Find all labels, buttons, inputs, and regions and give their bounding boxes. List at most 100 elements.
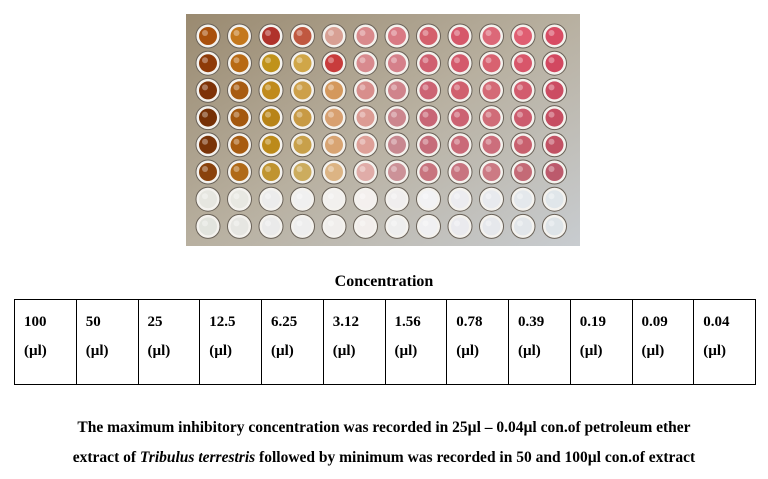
well (451, 27, 469, 45)
well (545, 135, 564, 154)
concentration-unit: (µl) (518, 343, 541, 359)
concentration-cell: 0.04 (µl) (693, 299, 756, 385)
well (545, 217, 564, 236)
well (356, 81, 375, 100)
well (230, 108, 249, 127)
well-highlight (391, 84, 397, 91)
concentration-unit: (µl) (209, 343, 233, 359)
well (325, 135, 343, 154)
well (388, 135, 406, 154)
well (230, 190, 249, 209)
well-highlight (422, 30, 429, 36)
well (514, 135, 532, 154)
well (482, 108, 501, 127)
well (419, 54, 438, 73)
well (199, 190, 217, 209)
well (325, 81, 343, 100)
well (230, 27, 249, 45)
caption-text: extract of (72, 449, 140, 466)
well-highlight (233, 111, 240, 118)
well-highlight (517, 111, 523, 118)
well-highlight (296, 138, 303, 145)
well-highlight (485, 193, 492, 200)
well-highlight (328, 57, 334, 64)
concentration-unit: (µl) (332, 343, 356, 359)
well (419, 27, 438, 45)
concentration-heading: Concentration (334, 273, 434, 290)
well (388, 217, 406, 236)
well (325, 54, 343, 73)
well-highlight (422, 193, 429, 200)
caption-line-2: extract of Tribulus terrestris followed … (0, 443, 768, 473)
well-highlight (485, 138, 492, 145)
well (545, 163, 564, 181)
well-highlight (548, 138, 555, 145)
well-highlight (359, 138, 366, 145)
well-highlight (265, 220, 271, 227)
well-highlight (359, 57, 366, 64)
well-highlight (233, 166, 240, 172)
well-highlight (548, 111, 555, 118)
well (325, 108, 343, 127)
well-highlight (517, 30, 523, 36)
well (293, 54, 312, 73)
concentration-cell: 0.39 (µl) (508, 299, 571, 385)
well-highlight (265, 84, 271, 91)
well-highlight (328, 84, 334, 91)
well (451, 190, 469, 209)
well-highlight (233, 193, 240, 200)
well (482, 163, 501, 181)
well-highlight (485, 166, 492, 172)
well (356, 217, 375, 236)
well-highlight (422, 84, 429, 91)
well (388, 163, 406, 181)
well (451, 81, 469, 100)
well (514, 190, 532, 209)
well-highlight (454, 138, 460, 145)
well (388, 54, 406, 73)
well-highlight (517, 166, 523, 172)
well-highlight (517, 193, 523, 200)
well-highlight (485, 220, 492, 227)
well-highlight (233, 220, 240, 227)
concentration-unit: (µl) (271, 343, 294, 359)
well (356, 108, 375, 127)
well-highlight (391, 30, 397, 36)
well (419, 190, 438, 209)
well (325, 163, 343, 181)
well (419, 217, 438, 236)
well (356, 163, 375, 181)
well-highlight (422, 166, 429, 172)
well (514, 163, 532, 181)
well (514, 81, 532, 100)
well (325, 190, 343, 209)
well (262, 108, 280, 127)
well (293, 163, 312, 181)
well-highlight (328, 220, 334, 227)
caption-line-1: The maximum inhibitory concentration was… (77, 419, 691, 436)
well-highlight (548, 57, 555, 64)
well (545, 81, 564, 100)
concentration-unit: (µl) (147, 343, 171, 359)
well (482, 81, 501, 100)
well (388, 108, 406, 127)
well-highlight (328, 138, 334, 145)
well (356, 190, 375, 209)
well-highlight (328, 193, 334, 200)
well-highlight (296, 30, 303, 36)
species-name: Tribulus terrestris (139, 449, 256, 466)
well (262, 54, 280, 73)
well-highlight (454, 220, 460, 227)
well (199, 54, 217, 73)
well-highlight (202, 166, 208, 172)
well (230, 163, 249, 181)
well (356, 27, 375, 45)
well-highlight (296, 57, 303, 64)
well (388, 81, 406, 100)
concentration-value: 0.04 (703, 314, 730, 330)
concentration-value: 50 (85, 314, 101, 330)
well-highlight (454, 57, 460, 64)
well (262, 163, 280, 181)
caption-text: followed by minimum was recorded in 50 a… (255, 449, 696, 466)
well-highlight (359, 84, 366, 91)
